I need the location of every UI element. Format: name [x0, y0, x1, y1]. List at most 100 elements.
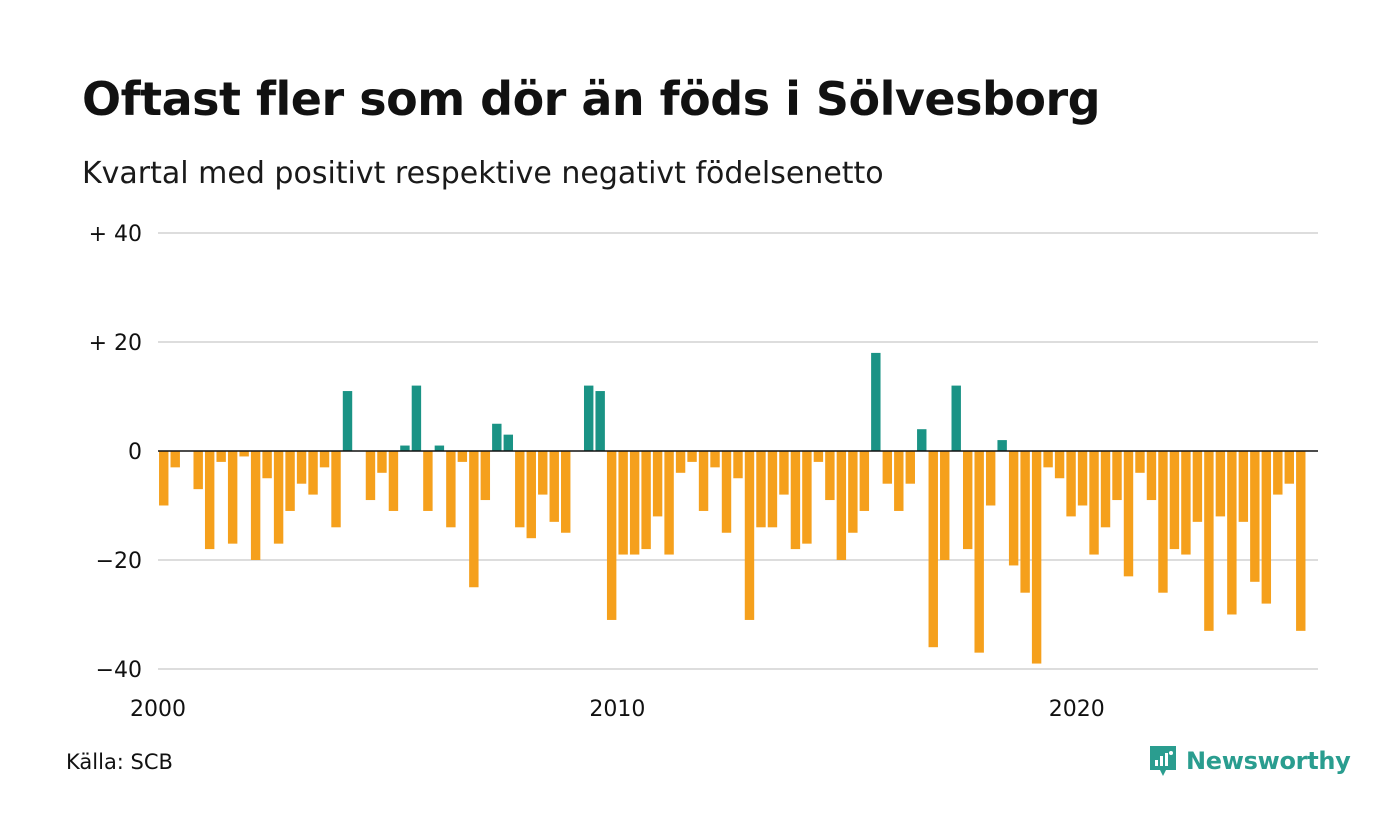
bar — [1112, 451, 1122, 501]
y-tick-label: + 40 — [89, 222, 142, 247]
bar — [1215, 451, 1226, 517]
bar — [652, 451, 663, 517]
bar — [894, 451, 904, 511]
bar — [457, 451, 468, 462]
bar — [1054, 451, 1065, 479]
bar — [1043, 451, 1053, 468]
bar — [641, 451, 651, 550]
bar — [905, 451, 915, 484]
bar — [526, 451, 536, 539]
bar — [767, 451, 778, 528]
bar — [342, 391, 353, 451]
bar — [1066, 451, 1076, 517]
bar — [319, 451, 330, 468]
x-tick-label: 2000 — [130, 697, 186, 722]
bar — [779, 451, 789, 495]
bar — [974, 451, 984, 653]
bar — [698, 451, 709, 511]
bar — [400, 445, 410, 451]
bar — [538, 451, 548, 495]
bar — [848, 451, 858, 533]
bar — [285, 451, 295, 511]
bar — [227, 451, 238, 544]
bar — [836, 451, 847, 560]
bar — [446, 451, 456, 528]
brand-logo: Newsworthy — [1148, 744, 1351, 778]
bar — [239, 451, 249, 457]
bar — [1169, 451, 1180, 550]
bars — [159, 352, 1306, 664]
bar — [1031, 451, 1042, 664]
bar — [1008, 451, 1019, 566]
bar — [951, 385, 961, 451]
bar — [308, 451, 318, 495]
bar — [664, 451, 674, 555]
bar — [480, 451, 491, 501]
bar — [606, 451, 617, 620]
bar — [928, 451, 938, 648]
bar — [675, 451, 686, 473]
x-tick-label: 2020 — [1049, 697, 1105, 722]
bar — [1089, 451, 1099, 555]
brand-name: Newsworthy — [1186, 747, 1351, 775]
bar — [331, 451, 341, 528]
bar — [917, 429, 927, 451]
bar — [561, 451, 571, 533]
bar — [583, 385, 594, 451]
bar — [204, 451, 215, 550]
bar — [997, 440, 1007, 451]
bar — [825, 451, 835, 501]
chart-subtitle: Kvartal med positivt respektive negativt… — [82, 156, 884, 191]
bar — [629, 451, 640, 555]
bar — [871, 352, 881, 451]
y-tick-label: 0 — [128, 440, 142, 465]
y-tick-label: + 20 — [89, 331, 142, 356]
bar — [859, 451, 870, 511]
bar — [1158, 451, 1168, 593]
bar — [423, 451, 433, 511]
bar — [1296, 451, 1306, 631]
bar — [790, 451, 801, 550]
bar — [170, 451, 180, 468]
bar — [1238, 451, 1249, 522]
bar — [1020, 451, 1030, 593]
newsworthy-logo-icon — [1150, 746, 1176, 776]
x-axis-labels: 2000 2010 2020 — [130, 697, 1105, 722]
bar — [1181, 451, 1191, 555]
bar — [503, 434, 514, 451]
bar — [1250, 451, 1260, 582]
bar — [1284, 451, 1294, 484]
bar — [1204, 451, 1214, 631]
y-tick-label: −20 — [96, 549, 142, 574]
y-tick-label: −40 — [96, 658, 142, 683]
bar — [744, 451, 755, 620]
bar — [411, 385, 422, 451]
bar — [710, 451, 720, 468]
bar — [492, 423, 502, 451]
bar — [756, 451, 766, 528]
bar — [962, 451, 973, 550]
bar — [434, 445, 445, 451]
bar — [802, 451, 812, 544]
bar — [193, 451, 203, 490]
bar — [388, 451, 399, 511]
bar — [250, 451, 261, 560]
bar — [377, 451, 387, 473]
bar — [159, 451, 169, 506]
bar — [595, 391, 605, 451]
bar — [985, 451, 996, 506]
bar — [813, 451, 824, 462]
bar — [1100, 451, 1111, 528]
bar — [262, 451, 272, 479]
bar — [1077, 451, 1088, 506]
bar — [1135, 451, 1145, 473]
bar-chart: + 40 + 20 0 −20 −40 2000 2010 2020 — [89, 222, 1318, 722]
bar — [273, 451, 284, 544]
bar — [687, 451, 697, 462]
bar — [618, 451, 628, 555]
bar — [469, 451, 479, 588]
bar — [882, 451, 893, 484]
bar — [549, 451, 559, 522]
bar — [1261, 451, 1272, 604]
bar — [1227, 451, 1237, 615]
